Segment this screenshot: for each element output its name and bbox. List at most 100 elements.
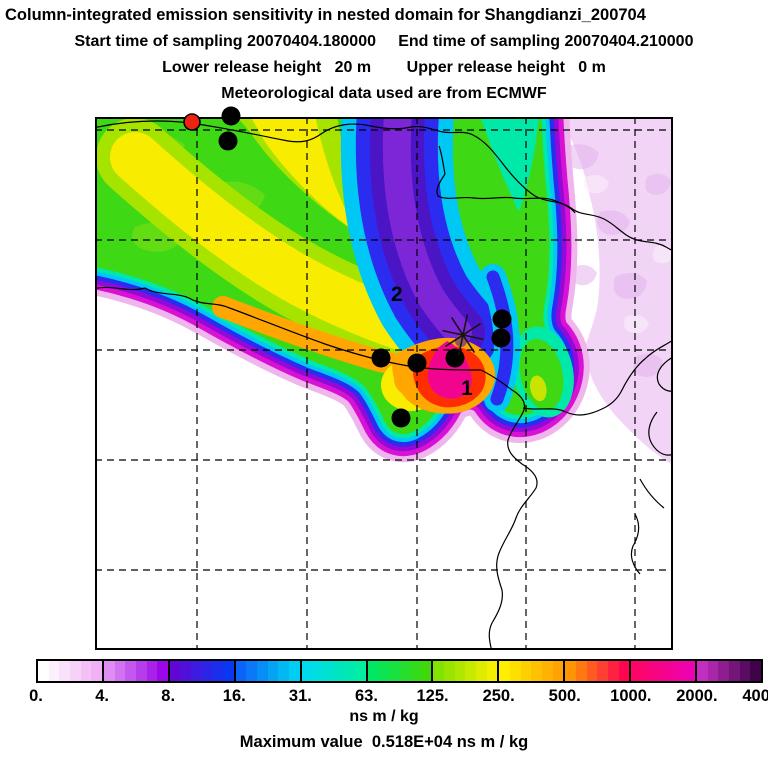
colorbar-cell: [618, 661, 630, 681]
colorbar-tick-label: 1000.: [610, 687, 652, 705]
colorbar-cell: [510, 661, 521, 681]
colorbar-cell: [201, 661, 213, 681]
colorbar-cell: [378, 661, 389, 681]
colorbar-tick-label: 4.: [95, 687, 109, 705]
colorbar-cell: [191, 661, 202, 681]
colorbar-segment: [101, 661, 168, 681]
colorbar-cell: [69, 661, 81, 681]
colorbar-cell: [235, 661, 247, 681]
receptor-asterisk-icon: [444, 322, 482, 348]
colorbar-segment: [497, 661, 564, 681]
colorbar-tick-label: 0.: [29, 687, 43, 705]
site-number-label: 1: [461, 377, 473, 400]
colorbar-cell: [91, 661, 102, 681]
colorbar-cell: [322, 661, 334, 681]
colorbar-segment: [233, 661, 300, 681]
east-lobe: [512, 326, 574, 418]
colorbar-cell: [718, 661, 730, 681]
colorbar-tick-label: 125.: [416, 687, 449, 705]
colorbar-cell: [433, 661, 445, 681]
colorbar-cell: [729, 661, 740, 681]
site-number-label: 2: [391, 283, 403, 306]
colorbar-cell: [135, 661, 147, 681]
colorbar-cell: [697, 661, 708, 681]
coastlines: [96, 120, 672, 649]
colorbar-segment: [365, 661, 432, 681]
colorbar-cell: [80, 661, 92, 681]
colorbar-tick-label: 16.: [222, 687, 246, 705]
release-heights-line: Lower release height 20 m Upper release …: [162, 59, 606, 76]
colorbar-cell: [707, 661, 719, 681]
colorbar-cell: [476, 661, 487, 681]
colorbar-cell: [278, 661, 289, 681]
colorbar-cell: [750, 661, 761, 681]
colorbar-cell: [367, 661, 379, 681]
colorbar-cell: [531, 661, 542, 681]
station-dot: [491, 328, 511, 348]
station-dot: [445, 348, 465, 368]
colorbar-tick-label: 8.: [161, 687, 176, 705]
colorbar-segment: [695, 661, 761, 681]
colorbar-cell: [246, 661, 258, 681]
colorbar-cell: [575, 661, 587, 681]
colorbar-cell: [454, 661, 466, 681]
colorbar-cell: [607, 661, 619, 681]
colorbar-cell: [499, 661, 510, 681]
colorbar-cell: [344, 661, 355, 681]
colorbar-cell: [267, 661, 279, 681]
colorbar-tick-label: 63.: [354, 687, 378, 705]
colorbar-cell: [465, 661, 477, 681]
map-border: [95, 117, 673, 650]
colorbar-cell: [631, 661, 642, 681]
colorbar-cell: [684, 661, 696, 681]
colorbar-cell: [333, 661, 345, 681]
colorbar-cell: [125, 661, 136, 681]
colorbar: [36, 659, 763, 683]
colorbar-segment: [563, 661, 630, 681]
colorbar-cell: [652, 661, 664, 681]
colorbar-cell: [354, 661, 366, 681]
colorbar-cell: [641, 661, 653, 681]
colorbar-cell: [420, 661, 432, 681]
colorbar-cell: [59, 661, 70, 681]
colorbar-cell: [410, 661, 421, 681]
colorbar-cell: [301, 661, 313, 681]
pink-light-mottling: [584, 175, 672, 334]
meteorology-line: Meteorological data used are from ECMWF: [221, 85, 547, 102]
colorbar-cell: [552, 661, 564, 681]
teal-patch: [480, 118, 539, 212]
map-markers: 21: [183, 106, 512, 428]
colorbar-cell: [312, 661, 323, 681]
sampling-times-line: Start time of sampling 20070404.180000 E…: [74, 33, 694, 50]
colorbar-cell: [663, 661, 674, 681]
colorbar-segment: [167, 661, 234, 681]
station-dot-red: [183, 113, 201, 131]
station-dot: [407, 353, 427, 373]
colorbar-cell: [565, 661, 576, 681]
colorbar-cell: [48, 661, 60, 681]
colorbar-cell: [38, 661, 49, 681]
pink-mottling: [564, 144, 671, 377]
colorbar-cell: [597, 661, 608, 681]
station-dot: [221, 106, 241, 126]
colorbar-segment: [629, 661, 696, 681]
figure-title: Column-integrated emission sensitivity i…: [5, 6, 646, 24]
sensitivity-map: 21: [95, 106, 673, 650]
yellow-wedge: [251, 118, 357, 232]
colorbar-cell: [289, 661, 300, 681]
colorbar-segment: [299, 661, 366, 681]
colorbar-cell: [388, 661, 400, 681]
colorbar-cell: [444, 661, 455, 681]
colorbar-cell: [180, 661, 192, 681]
colorbar-cell: [146, 661, 158, 681]
colorbar-segment: [38, 661, 102, 681]
colorbar-cell: [169, 661, 181, 681]
colorbar-segment: [431, 661, 498, 681]
station-dot: [492, 309, 512, 329]
colorbar-cell: [541, 661, 553, 681]
colorbar-cell: [223, 661, 234, 681]
maximum-value-line: Maximum value 0.518E+04 ns m / kg: [239, 733, 529, 751]
colorbar-cell: [486, 661, 498, 681]
colorbar-tick-label: 4000.: [742, 687, 768, 705]
